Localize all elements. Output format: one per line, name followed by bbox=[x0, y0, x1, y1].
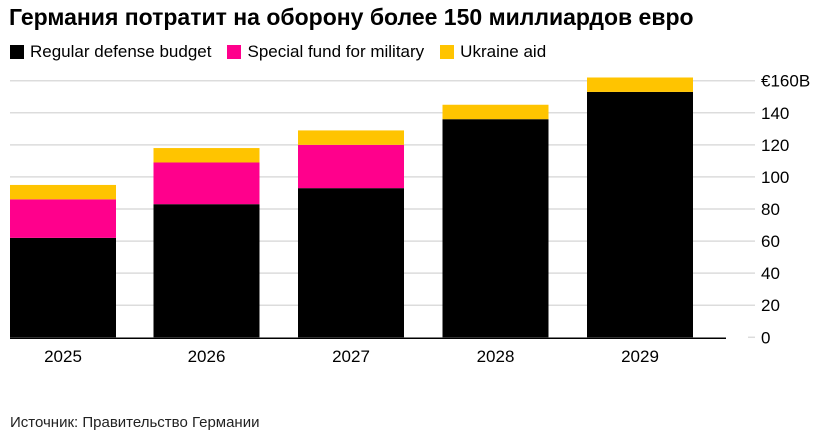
source-note: Источник: Правительство Германии bbox=[10, 414, 260, 431]
bar-segment-regular-defense-budget bbox=[153, 204, 260, 338]
bar-segment-special-fund-for-military bbox=[10, 199, 116, 238]
chart-title: Германия потратит на оборону более 150 м… bbox=[9, 4, 694, 30]
bar-segment-special-fund-for-military bbox=[153, 162, 260, 205]
legend-label: Regular defense budget bbox=[30, 42, 212, 61]
y-tick-label: 20 bbox=[761, 296, 780, 315]
x-tick-label: 2025 bbox=[44, 347, 82, 366]
bar-segment-ukraine-aid bbox=[298, 130, 404, 145]
x-tick-label: 2026 bbox=[188, 347, 226, 366]
legend-item-ukraine: Ukraine aid bbox=[440, 42, 546, 62]
y-tick-label: 120 bbox=[761, 136, 789, 155]
y-tick-label: 0 bbox=[761, 328, 770, 347]
x-tick-label: 2029 bbox=[621, 347, 659, 366]
y-tick-label: 140 bbox=[761, 104, 789, 123]
bar-segment-regular-defense-budget bbox=[10, 237, 116, 338]
legend-swatch bbox=[227, 45, 242, 59]
y-tick-label: 40 bbox=[761, 264, 780, 283]
x-tick-label: 2028 bbox=[477, 347, 515, 366]
bar-segment-special-fund-for-military bbox=[298, 144, 404, 189]
bar-segment-ukraine-aid bbox=[442, 104, 549, 120]
bar-segment-ukraine-aid bbox=[10, 184, 116, 200]
bar-segment-ukraine-aid bbox=[587, 77, 693, 92]
bar-segment-ukraine-aid bbox=[153, 148, 260, 163]
legend-item-special: Special fund for military bbox=[227, 42, 424, 62]
legend-item-regular: Regular defense budget bbox=[10, 42, 211, 62]
legend-label: Special fund for military bbox=[247, 42, 425, 61]
y-tick-label: €160B bbox=[761, 72, 810, 91]
y-tick-label: 60 bbox=[761, 232, 780, 251]
legend-swatch bbox=[10, 45, 24, 59]
legend: Regular defense budget Special fund for … bbox=[10, 42, 546, 62]
y-tick-label: 80 bbox=[761, 200, 780, 219]
bar-segment-regular-defense-budget bbox=[587, 91, 693, 338]
x-tick-label: 2027 bbox=[332, 347, 370, 366]
bar-segment-regular-defense-budget bbox=[442, 119, 549, 338]
y-tick-label: 100 bbox=[761, 168, 789, 187]
legend-swatch bbox=[440, 45, 455, 59]
legend-label: Ukraine aid bbox=[460, 42, 547, 61]
bar-segment-regular-defense-budget bbox=[298, 188, 404, 338]
